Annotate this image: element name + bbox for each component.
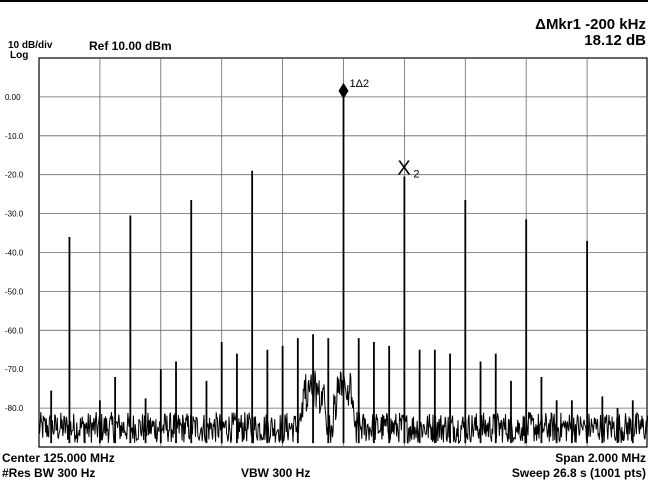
y-axis-ticks: 0.00 -10.0 -20.0 -30.0 -40.0 -50.0 -60.0 -70.0 -… — [5, 93, 24, 413]
marker2-number: 2 — [413, 169, 419, 181]
video-bandwidth: VBW 300 Hz — [241, 466, 311, 480]
top-border — [0, 0, 648, 2]
markers: 1Δ2 X 2 — [338, 78, 420, 181]
y-tick-label: -10.0 — [5, 132, 24, 141]
scale-type: Log — [10, 50, 29, 61]
spur-lines — [50, 96, 634, 444]
marker1-diamond — [338, 82, 349, 99]
y-tick-label: 0.00 — [5, 93, 21, 102]
y-tick-label: -20.0 — [5, 171, 24, 180]
reference-level: Ref 10.00 dBm — [89, 39, 172, 53]
y-tick-label: -80.0 — [5, 404, 24, 413]
resolution-bandwidth: #Res BW 300 Hz — [2, 466, 96, 480]
marker2-symbol: X — [397, 158, 410, 180]
frequency-span: Span 2.000 MHz — [555, 451, 646, 465]
center-frequency: Center 125.000 MHz — [2, 451, 115, 465]
marker1-label: 1Δ2 — [350, 78, 370, 90]
delta-marker-readout: ΔMkr1 -200 kHz — [535, 16, 646, 33]
y-tick-label: -30.0 — [5, 210, 24, 219]
delta-marker-value: 18.12 dB — [584, 32, 646, 49]
scale-per-division: 10 dB/div — [8, 40, 53, 51]
y-tick-label: -40.0 — [5, 249, 24, 258]
y-tick-label: -60.0 — [5, 326, 24, 335]
y-tick-label: -70.0 — [5, 365, 24, 374]
y-tick-label: -50.0 — [5, 287, 24, 296]
sweep-time: Sweep 26.8 s (1001 pts) — [511, 466, 646, 480]
